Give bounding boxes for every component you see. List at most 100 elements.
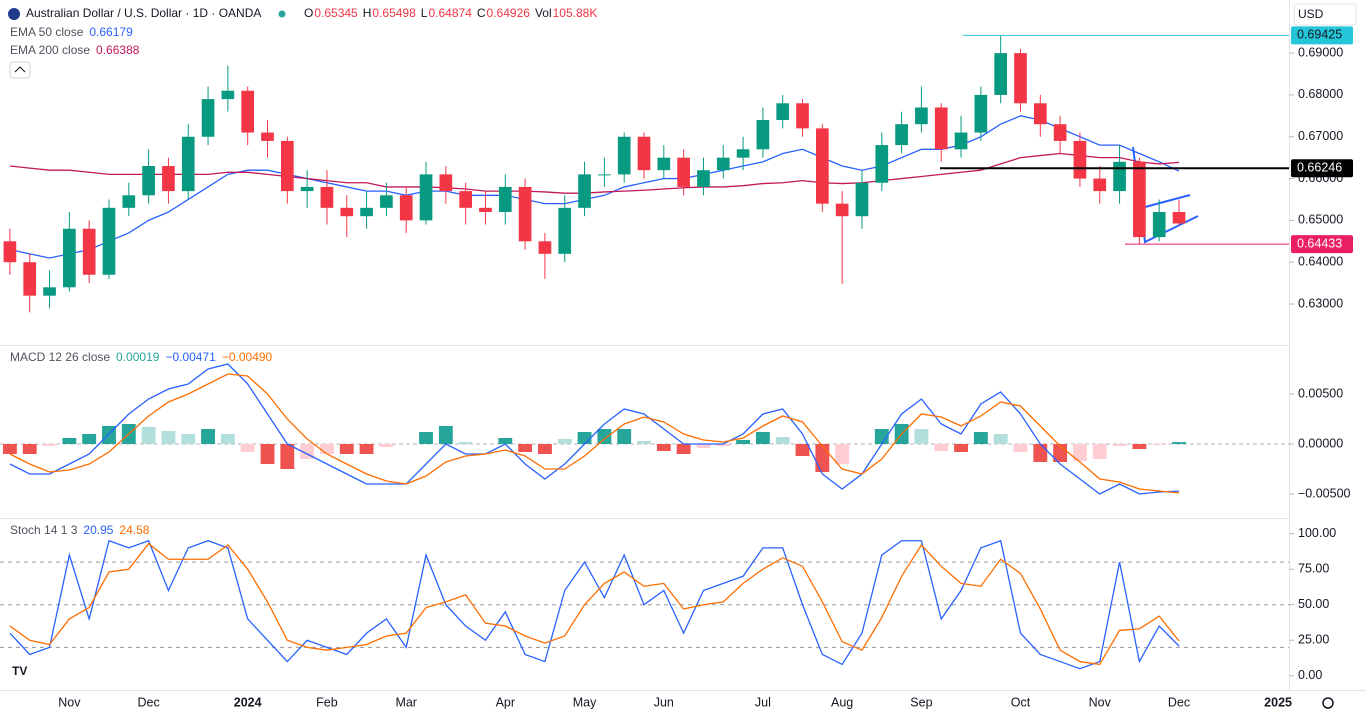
indicator-name: EMA 200 close [10, 43, 90, 57]
ohlc-label: L [421, 6, 428, 20]
histogram-bar [716, 444, 731, 446]
candle-body [776, 103, 790, 121]
histogram-bar [815, 444, 830, 472]
candle-body [419, 174, 433, 221]
currency[interactable]: USD [1298, 7, 1324, 21]
histogram-bar [22, 444, 37, 454]
histogram-bar [557, 439, 572, 444]
y-tick-label: 0.69000 [1298, 45, 1343, 59]
histogram-bar [419, 432, 433, 444]
collapse-icon [14, 66, 26, 73]
histogram-bar [1092, 444, 1107, 459]
histogram-bar [62, 438, 77, 444]
macd-line [9, 363, 1180, 495]
histogram-bar [755, 432, 770, 444]
candle-body [3, 241, 17, 263]
candle-body [756, 120, 770, 150]
histogram-bar [775, 437, 790, 444]
ohlc-value: 105.88K [553, 6, 598, 20]
price-badge [1291, 159, 1353, 178]
candle-body [915, 107, 928, 125]
symbol-title[interactable]: Australian Dollar / U.S. Dollar · 1D · O… [26, 6, 261, 20]
ema-line [9, 115, 1180, 259]
y-tick-label: 100.00 [1298, 526, 1336, 540]
candle-body [578, 174, 591, 208]
y-tick-label: 0.00500 [1298, 386, 1343, 400]
candle-body [538, 241, 552, 254]
indicator-value: 20.95 [83, 523, 113, 537]
candle-body [360, 207, 373, 217]
histogram-bar [359, 444, 374, 454]
candle-body [320, 186, 334, 208]
candle-body [716, 157, 730, 171]
x-tick-label: Feb [316, 695, 338, 709]
stoch-d-line [9, 542, 1180, 666]
histogram-bar [1013, 444, 1028, 452]
indicator-value: 24.58 [119, 523, 149, 537]
candle-body [380, 195, 393, 208]
settings-icon[interactable] [1322, 697, 1334, 709]
y-tick-label: 50.00 [1298, 597, 1329, 611]
candle-body [835, 203, 849, 217]
candle-body [736, 149, 750, 158]
y-tick-label: 75.00 [1298, 561, 1329, 575]
histogram-bar [438, 426, 453, 444]
candle-body [974, 94, 988, 133]
price-badge [1291, 235, 1353, 254]
indicator-name: MACD 12 26 close [10, 350, 110, 364]
histogram-bar [82, 434, 97, 444]
histogram-bar [339, 444, 354, 454]
histogram-bar [676, 444, 691, 454]
market-status [278, 10, 286, 18]
indicator-value: 0.66388 [96, 43, 140, 57]
collapse-button[interactable] [9, 61, 31, 79]
candle-body [162, 166, 175, 192]
histogram-bar [1172, 442, 1186, 444]
x-tick-label: Nov [58, 695, 81, 709]
x-tick-label: 2024 [234, 695, 262, 709]
x-tick-label: Aug [831, 695, 853, 709]
histogram-bar [1132, 444, 1147, 449]
candle-body [82, 228, 96, 275]
histogram-bar [280, 444, 295, 469]
y-tick-label: −0.00500 [1298, 486, 1351, 500]
histogram-bar [537, 444, 552, 454]
histogram-bar [874, 429, 889, 444]
histogram-bar [914, 429, 929, 444]
indicator-name: Stoch 14 1 3 [10, 523, 78, 537]
candle-body [439, 174, 453, 192]
histogram-bar [1033, 444, 1048, 462]
candle-body [677, 157, 690, 187]
ohlc-label: H [363, 6, 372, 20]
indicator-value: 0.00019 [116, 350, 160, 364]
histogram-bar [993, 434, 1008, 444]
candle-body [875, 145, 889, 183]
symbol-icon [8, 8, 20, 20]
x-tick-label: Jun [654, 695, 674, 709]
candle-body [617, 136, 631, 175]
price-badge [1291, 26, 1353, 45]
histogram-bar [835, 444, 850, 464]
currency-button[interactable] [1293, 3, 1357, 26]
ohlc-value: 0.64874 [428, 6, 472, 20]
price-badge-label: 0.64433 [1297, 236, 1342, 250]
ohlc-label: C [477, 6, 486, 20]
candle-body [598, 174, 611, 176]
ohlc-label: Vol [535, 6, 552, 20]
histogram-bar [973, 432, 988, 444]
candle-body [23, 262, 37, 296]
candle-body [300, 186, 314, 192]
histogram-bar [141, 427, 156, 444]
histogram-bar [181, 434, 196, 444]
candle-body [340, 207, 354, 217]
candle-body [697, 170, 710, 187]
candle-body [796, 103, 809, 129]
x-tick-label: Sep [910, 695, 932, 709]
logo: TV [12, 664, 27, 678]
histogram-bar [220, 434, 235, 444]
histogram-bar [696, 444, 711, 448]
y-tick-label: 0.67000 [1298, 129, 1343, 143]
candle-body [1093, 178, 1107, 192]
